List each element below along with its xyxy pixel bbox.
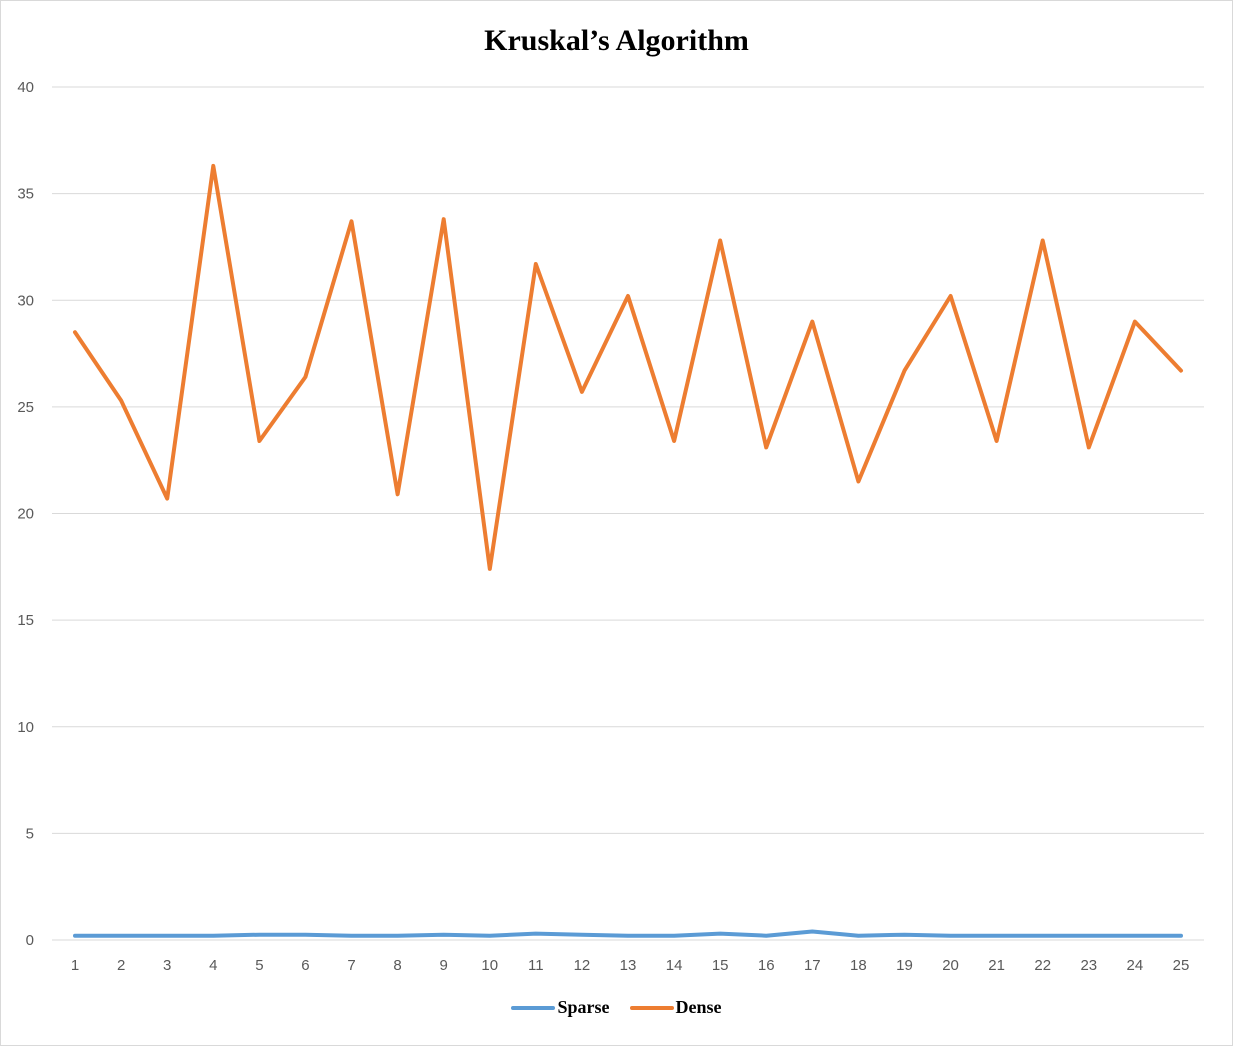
- legend-label-dense: Dense: [675, 997, 722, 1017]
- legend-item-sparse: Sparse: [511, 997, 610, 1018]
- x-tick-label: 12: [574, 957, 591, 974]
- x-tick-label: 23: [1080, 957, 1097, 974]
- legend-swatch-sparse: [511, 1005, 556, 1010]
- x-tick-label: 8: [393, 957, 401, 974]
- x-tick-label: 2: [117, 957, 125, 974]
- y-tick-label: 20: [17, 506, 34, 523]
- gridlines: [52, 86, 1204, 941]
- x-tick-label: 5: [255, 957, 263, 974]
- x-tick-label: 24: [1127, 957, 1144, 974]
- x-tick-label: 14: [666, 957, 683, 974]
- y-axis: 0 5 10 15 20 25 30 35 40: [17, 79, 34, 949]
- y-tick-label: 5: [26, 825, 34, 842]
- y-tick-label: 35: [17, 186, 34, 203]
- y-tick-label: 25: [17, 399, 34, 416]
- x-tick-label: 15: [712, 957, 729, 974]
- series-lines: [73, 163, 1183, 938]
- x-tick-label: 1: [71, 957, 79, 974]
- x-tick-label: 11: [528, 957, 544, 974]
- series-line-sparse: [73, 929, 1183, 938]
- y-tick-label: 40: [17, 79, 34, 96]
- x-tick-label: 19: [896, 957, 913, 974]
- legend-label-sparse: Sparse: [557, 997, 610, 1017]
- x-tick-label: 13: [620, 957, 637, 974]
- x-tick-label: 4: [209, 957, 217, 974]
- x-tick-label: 20: [942, 957, 959, 974]
- y-tick-label: 15: [17, 612, 34, 629]
- x-tick-label: 9: [440, 957, 448, 974]
- legend-item-dense: Dense: [629, 997, 722, 1018]
- chart-title: Kruskal’s Algorithm: [484, 24, 749, 57]
- x-tick-label: 6: [301, 957, 309, 974]
- x-tick-label: 25: [1173, 957, 1190, 974]
- x-tick-label: 7: [347, 957, 355, 974]
- series-line-dense: [73, 163, 1183, 571]
- x-tick-label: 22: [1034, 957, 1051, 974]
- x-tick-label: 3: [163, 957, 171, 974]
- legend: Sparse Dense: [0, 997, 1233, 1018]
- y-tick-label: 30: [17, 292, 34, 309]
- x-tick-label: 21: [988, 957, 1005, 974]
- y-tick-label: 0: [26, 932, 34, 949]
- x-tick-label: 17: [804, 957, 821, 974]
- y-tick-label: 10: [17, 719, 34, 736]
- x-tick-label: 18: [850, 957, 867, 974]
- x-axis: 1 2 3 4 5 6 7 8 9 10 11 12 13 14 15 16 17 18 19 20 21 22 23 24 2…: [71, 957, 1189, 974]
- x-tick-label: 10: [481, 957, 498, 974]
- legend-swatch-dense: [629, 1005, 674, 1010]
- x-tick-label: 16: [758, 957, 775, 974]
